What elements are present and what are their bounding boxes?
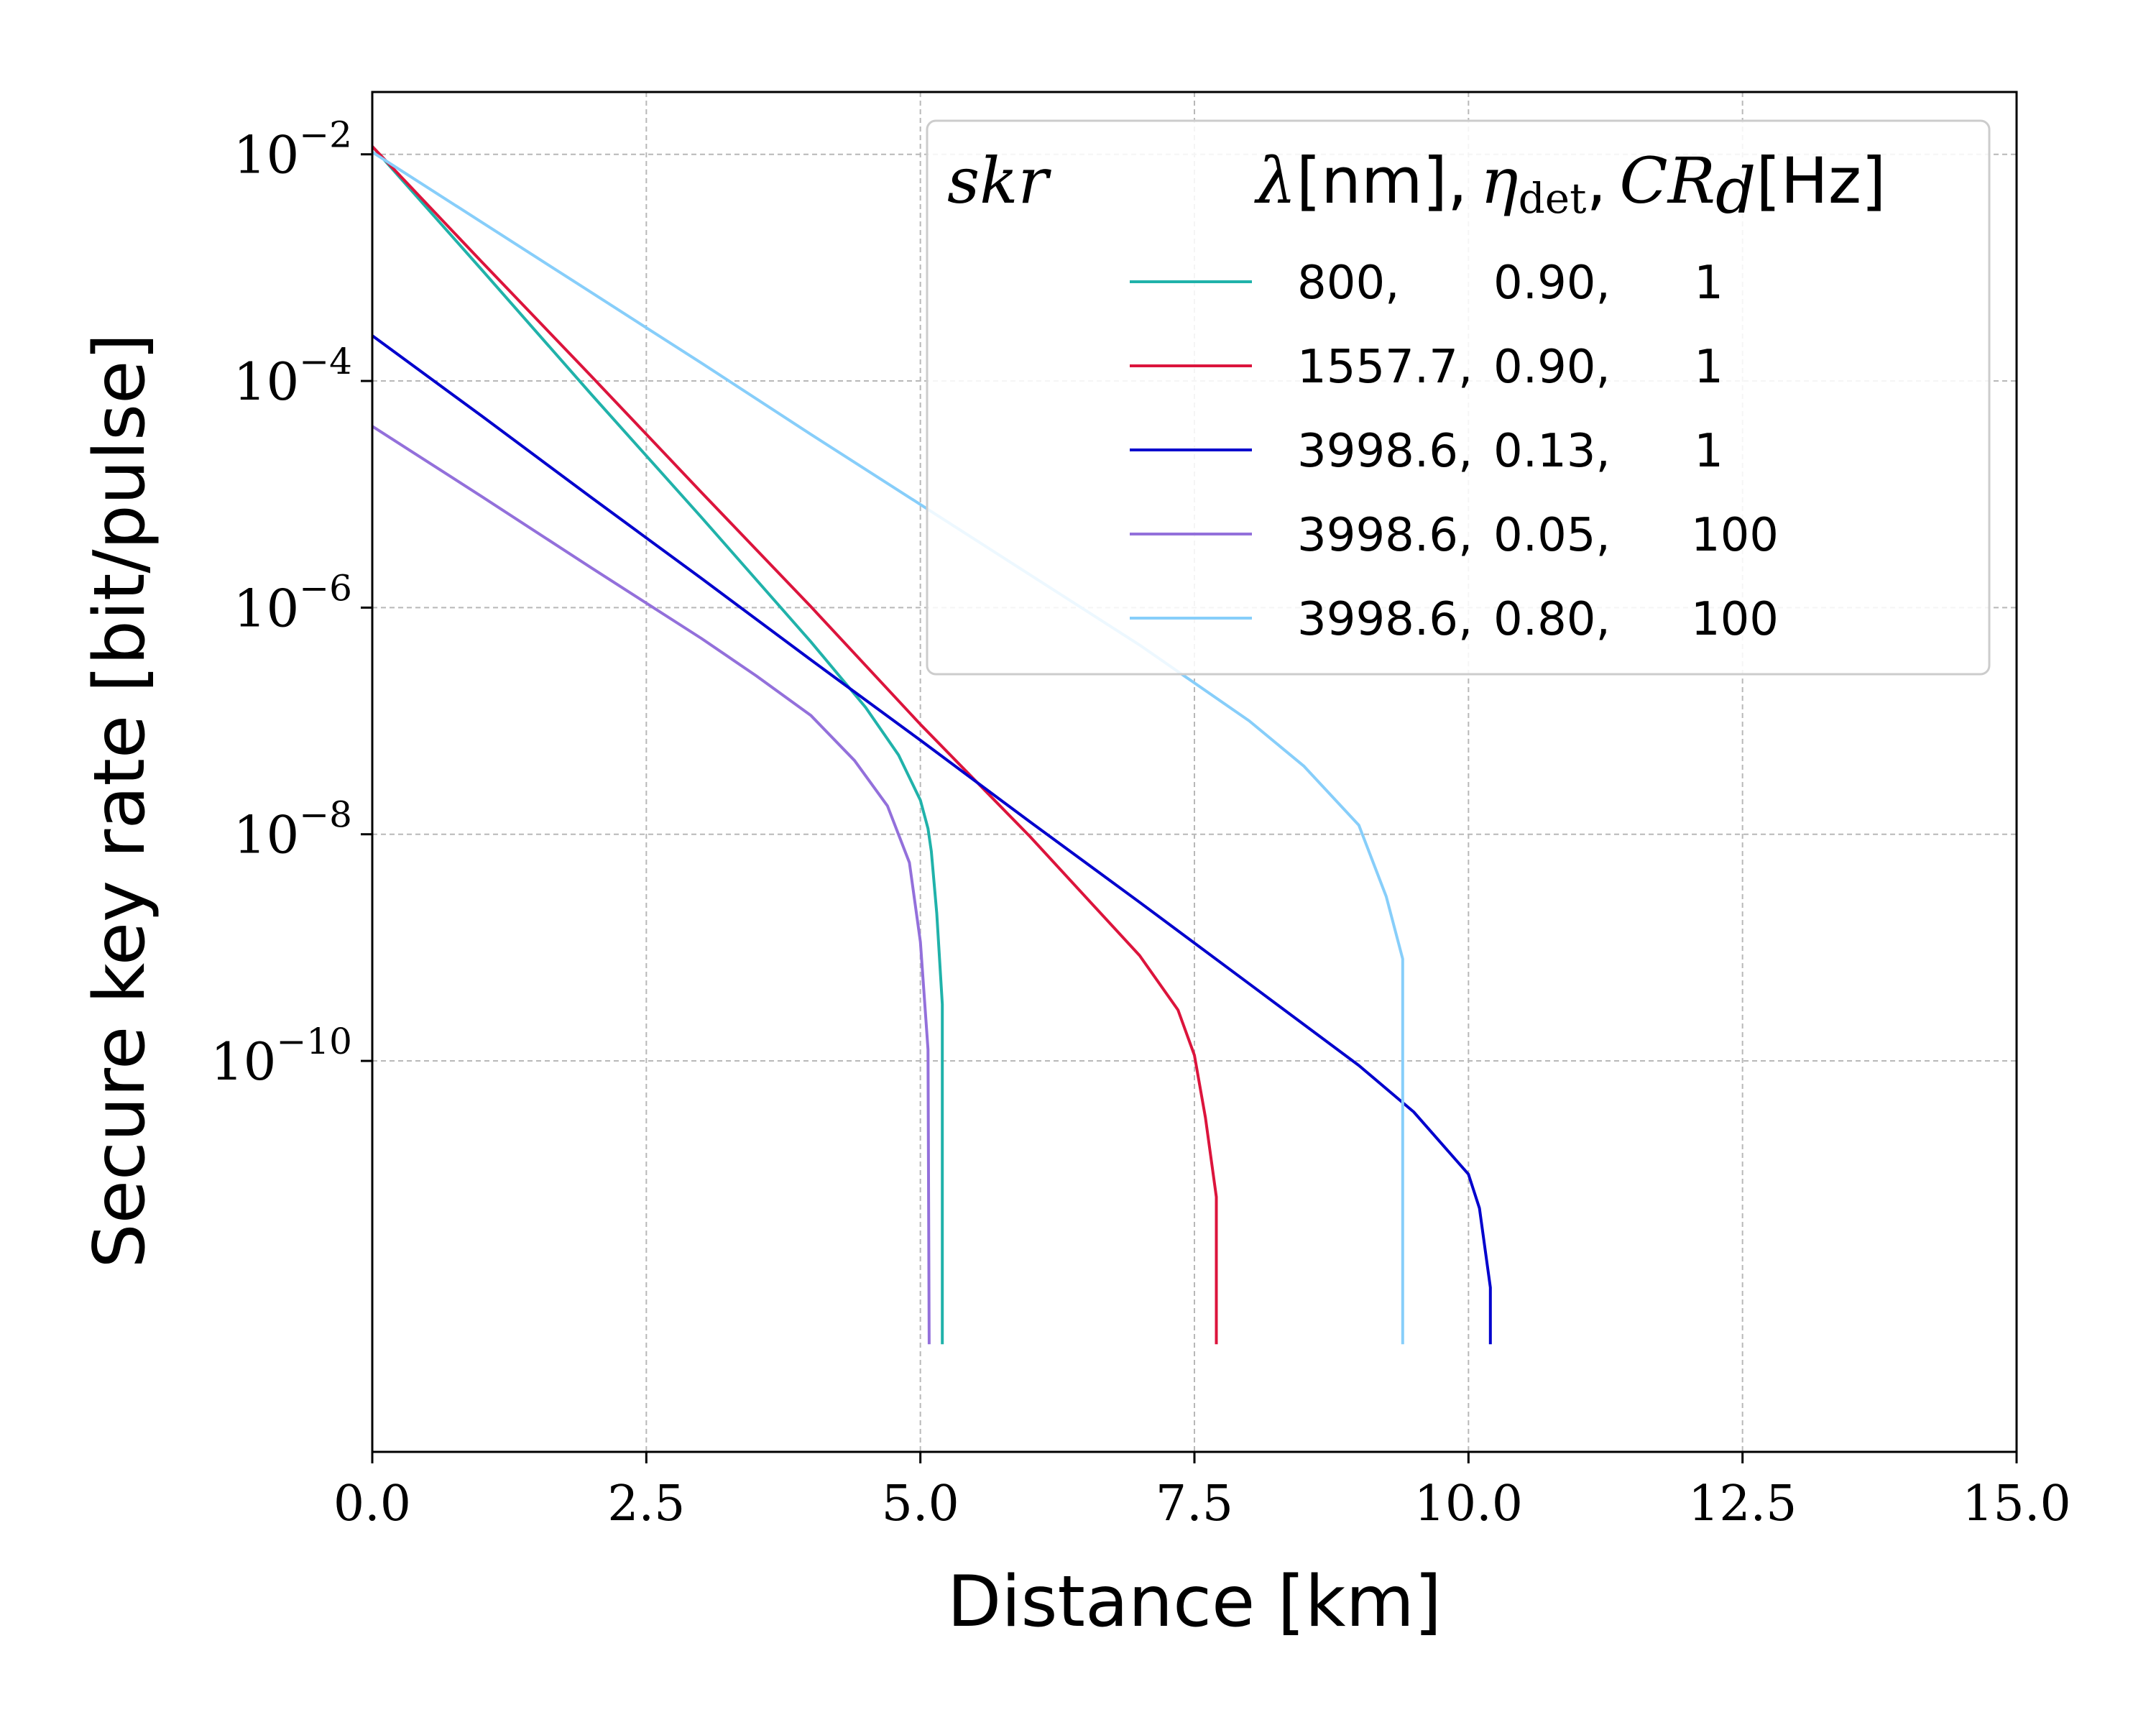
legend-entries: 800, 0.90, 1 1557.7, 0.90, 1 3998.6, 0.13, 1 3998… xyxy=(1130,257,1779,646)
series-line-4 xyxy=(371,425,931,1345)
legend-label-4-efficiency: 0.05, xyxy=(1493,509,1611,562)
legend-label-4-count-rate: 100 xyxy=(1691,509,1779,562)
legend-label-1-count-rate: 1 xyxy=(1694,257,1723,310)
y-tick-label: 10−2 xyxy=(234,114,352,185)
legend-title-skr: skr xyxy=(947,144,1051,218)
legend-label-1-wavelength: 800, xyxy=(1297,257,1400,310)
legend-title-comma: , xyxy=(1586,144,1606,218)
y-axis-label: Secure key rate [bit/pulse] xyxy=(79,333,161,1268)
legend-title-eta-sub: det xyxy=(1519,174,1587,223)
legend-label-3-wavelength: 3998.6, xyxy=(1297,425,1473,478)
y-tick-label: 10−10 xyxy=(211,1021,352,1092)
tick-layer: 0.0 2.5 5.0 7.5 10.0 12.5 15.0 10−2 10−4 10−6 10−8… xyxy=(211,114,2071,1532)
legend-label-5-efficiency: 0.80, xyxy=(1493,593,1611,646)
legend-label-3-efficiency: 0.13, xyxy=(1493,425,1611,478)
series-line-1 xyxy=(371,145,944,1345)
legend-box xyxy=(926,119,1991,676)
x-tick-label: 7.5 xyxy=(1156,1476,1233,1532)
legend-title-lambda: λ xyxy=(1254,144,1296,218)
x-tick-label: 2.5 xyxy=(607,1476,685,1532)
legend-label-5-wavelength: 3998.6, xyxy=(1297,593,1473,646)
legend-title-parameters: λ[nm], ηdet, CRd[Hz] xyxy=(1254,144,1886,228)
series-line-3 xyxy=(371,334,1492,1345)
x-tick-label: 0.0 xyxy=(333,1476,411,1532)
y-tick-label: 10−8 xyxy=(234,794,352,865)
legend-label-3-count-rate: 1 xyxy=(1694,425,1723,478)
legend-title-eta: η xyxy=(1480,144,1519,218)
legend-label-2-wavelength: 1557.7, xyxy=(1297,341,1473,394)
y-tick-label: 10−6 xyxy=(234,567,352,638)
legend-label-4-wavelength: 3998.6, xyxy=(1297,509,1473,562)
legend-title-hz: [Hz] xyxy=(1756,144,1886,218)
x-tick-label: 5.0 xyxy=(882,1476,959,1532)
legend-title-nm: [nm], xyxy=(1296,144,1468,218)
legend-title-cr-sub: d xyxy=(1715,154,1756,228)
legend-label-5-count-rate: 100 xyxy=(1691,593,1779,646)
y-tick-label: 10−4 xyxy=(234,341,352,412)
legend-label-2-efficiency: 0.90, xyxy=(1493,341,1611,394)
x-axis-label: Distance [km] xyxy=(947,1561,1442,1643)
legend-label-2-count-rate: 1 xyxy=(1694,341,1723,394)
legend-title-cr: CR xyxy=(1619,144,1715,218)
x-tick-label: 15.0 xyxy=(1962,1476,2070,1532)
legend-label-1-efficiency: 0.90, xyxy=(1493,257,1611,310)
series-line-2 xyxy=(371,145,1218,1345)
x-tick-label: 10.0 xyxy=(1414,1476,1523,1532)
legend: skr λ[nm], ηdet, CRd[Hz] 800, 0.90, 1 1557.7,… xyxy=(926,119,1991,676)
x-tick-label: 12.5 xyxy=(1688,1476,1797,1532)
